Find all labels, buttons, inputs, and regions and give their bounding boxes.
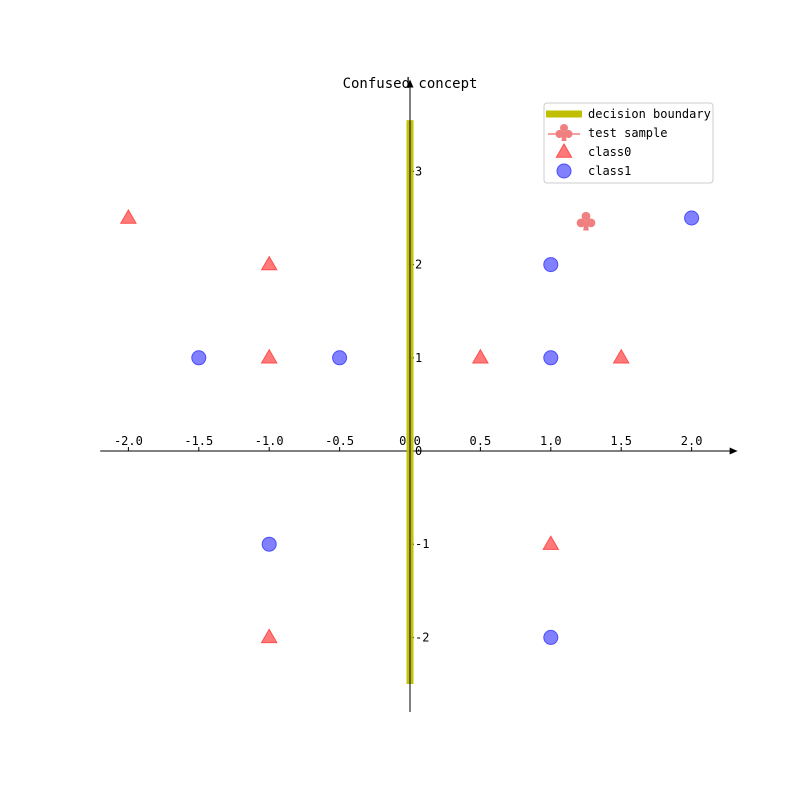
class0-point — [471, 348, 489, 364]
legend-label: decision boundary — [588, 107, 711, 121]
x-tick-label: -0.5 — [325, 434, 354, 448]
y-tick-label: 1 — [415, 351, 422, 365]
class1-point — [332, 350, 348, 366]
club-stem — [561, 132, 567, 141]
x-tick-label: 1.5 — [610, 434, 632, 448]
club-stem — [583, 220, 589, 231]
class1-point — [684, 210, 700, 226]
x-tick-label: -2.0 — [114, 434, 143, 448]
club-lobe — [581, 211, 591, 221]
y-tick-label: 0 — [415, 444, 422, 458]
y-tick-label: 2 — [415, 258, 422, 272]
legend-class1-icon — [556, 163, 572, 179]
class1-point — [261, 536, 277, 552]
legend-test-sample-icon — [555, 124, 573, 141]
y-tick-label: -2 — [415, 630, 429, 644]
y-tick-label: -1 — [415, 537, 429, 551]
class1-point — [191, 350, 207, 366]
x-tick-label: 0.5 — [470, 434, 492, 448]
y-axis-arrow-icon — [406, 79, 414, 88]
class1-point — [543, 257, 559, 273]
legend-box — [543, 102, 714, 184]
legend-class0-icon — [555, 142, 573, 158]
class0-point — [119, 208, 137, 224]
legend-label: class1 — [588, 164, 631, 178]
club-lobe — [564, 130, 573, 138]
legend: decision boundary test sample class0 class1 — [543, 102, 714, 184]
club-lobe — [560, 124, 568, 132]
club-lobe — [576, 218, 586, 228]
club-lobe — [586, 218, 596, 228]
x-tick-label: -1.0 — [255, 434, 284, 448]
legend-label: test sample — [588, 126, 667, 140]
class1-point — [543, 629, 559, 645]
legend-label: class0 — [588, 145, 631, 159]
test-sample-point — [576, 211, 596, 231]
club-lobe — [555, 130, 564, 138]
class0-point — [260, 628, 278, 644]
class0-point — [260, 348, 278, 364]
class0-point — [612, 348, 630, 364]
class0-point — [542, 535, 560, 550]
points-layer — [119, 208, 700, 645]
x-tick-label: -1.5 — [184, 434, 213, 448]
class0-point — [260, 255, 278, 271]
y-tick-label: 3 — [415, 164, 422, 178]
class1-point — [543, 350, 559, 366]
x-tick-label: 2.0 — [681, 434, 703, 448]
x-axis-arrow-icon — [729, 447, 738, 455]
x-tick-label: 1.0 — [540, 434, 562, 448]
